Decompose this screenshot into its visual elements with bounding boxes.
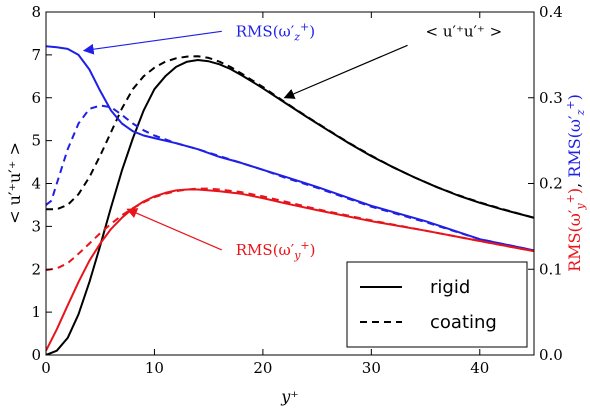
legend-label-coating: coating bbox=[430, 312, 497, 333]
annot-omz-arrow bbox=[82, 30, 222, 55]
annotations-layer: < u′⁺u′⁺ > RMS(ω′z+) RMS(ω′y+) bbox=[82, 20, 503, 262]
series-line-omy-coating bbox=[46, 187, 534, 272]
y-left-tick-label: 2 bbox=[31, 260, 41, 278]
series-line-uu-coating bbox=[46, 55, 534, 219]
legend-label-rigid: rigid bbox=[430, 277, 470, 298]
x-axis-label: y⁺ bbox=[280, 387, 298, 406]
y-right-tick-label: 0.2 bbox=[539, 175, 563, 193]
annot-uu-arrow bbox=[283, 44, 408, 99]
series-layer bbox=[46, 45, 534, 355]
y-right-tick-label: 0.0 bbox=[539, 346, 563, 364]
x-tick-label: 30 bbox=[362, 359, 381, 377]
legend: rigid coating bbox=[346, 261, 528, 348]
y-left-tick-label: 5 bbox=[31, 132, 41, 150]
x-tick-label: 0 bbox=[41, 359, 51, 377]
y-left-tick-label: 1 bbox=[31, 303, 41, 321]
plot-frame bbox=[45, 11, 535, 356]
series-line-omz-coating bbox=[46, 104, 534, 252]
y-right-tick-label: 0.1 bbox=[539, 260, 563, 278]
annot-omy-label: RMS(ω′y+) bbox=[236, 239, 316, 262]
x-tick-label: 10 bbox=[145, 359, 164, 377]
y-right-tick-label: 0.4 bbox=[539, 3, 563, 21]
annot-omz-label: RMS(ω′z+) bbox=[236, 20, 315, 43]
y-left-tick-label: 3 bbox=[31, 217, 41, 235]
x-tick-label: 40 bbox=[470, 359, 489, 377]
y-left-tick-label: 8 bbox=[31, 3, 41, 21]
annot-uu-label: < u′⁺u′⁺ > bbox=[426, 22, 503, 40]
series-line-omy-rigid bbox=[46, 188, 534, 352]
y-left-tick-label: 6 bbox=[31, 89, 41, 107]
y-left-tick-label: 4 bbox=[31, 175, 41, 193]
x-tick-label: 20 bbox=[253, 359, 272, 377]
y-left-tick-label: 0 bbox=[31, 346, 41, 364]
y-left-tick-label: 7 bbox=[31, 46, 41, 64]
legend-box bbox=[346, 261, 528, 348]
y-axis-right-label: RMS(ω′y+), RMS(ω′z+) bbox=[564, 94, 587, 272]
ticks-layer: 0 10 20 30 40 0 1 2 3 4 5 6 7 8 0.0 0.1 0.2 0.3 0.4 bbox=[31, 3, 562, 377]
y-axis-left-label: < u′⁺u′⁺ > bbox=[5, 142, 24, 224]
y-right-tick-label: 0.3 bbox=[539, 89, 563, 107]
series-line-omz-rigid bbox=[46, 45, 534, 252]
annot-omy-arrow bbox=[126, 208, 223, 251]
